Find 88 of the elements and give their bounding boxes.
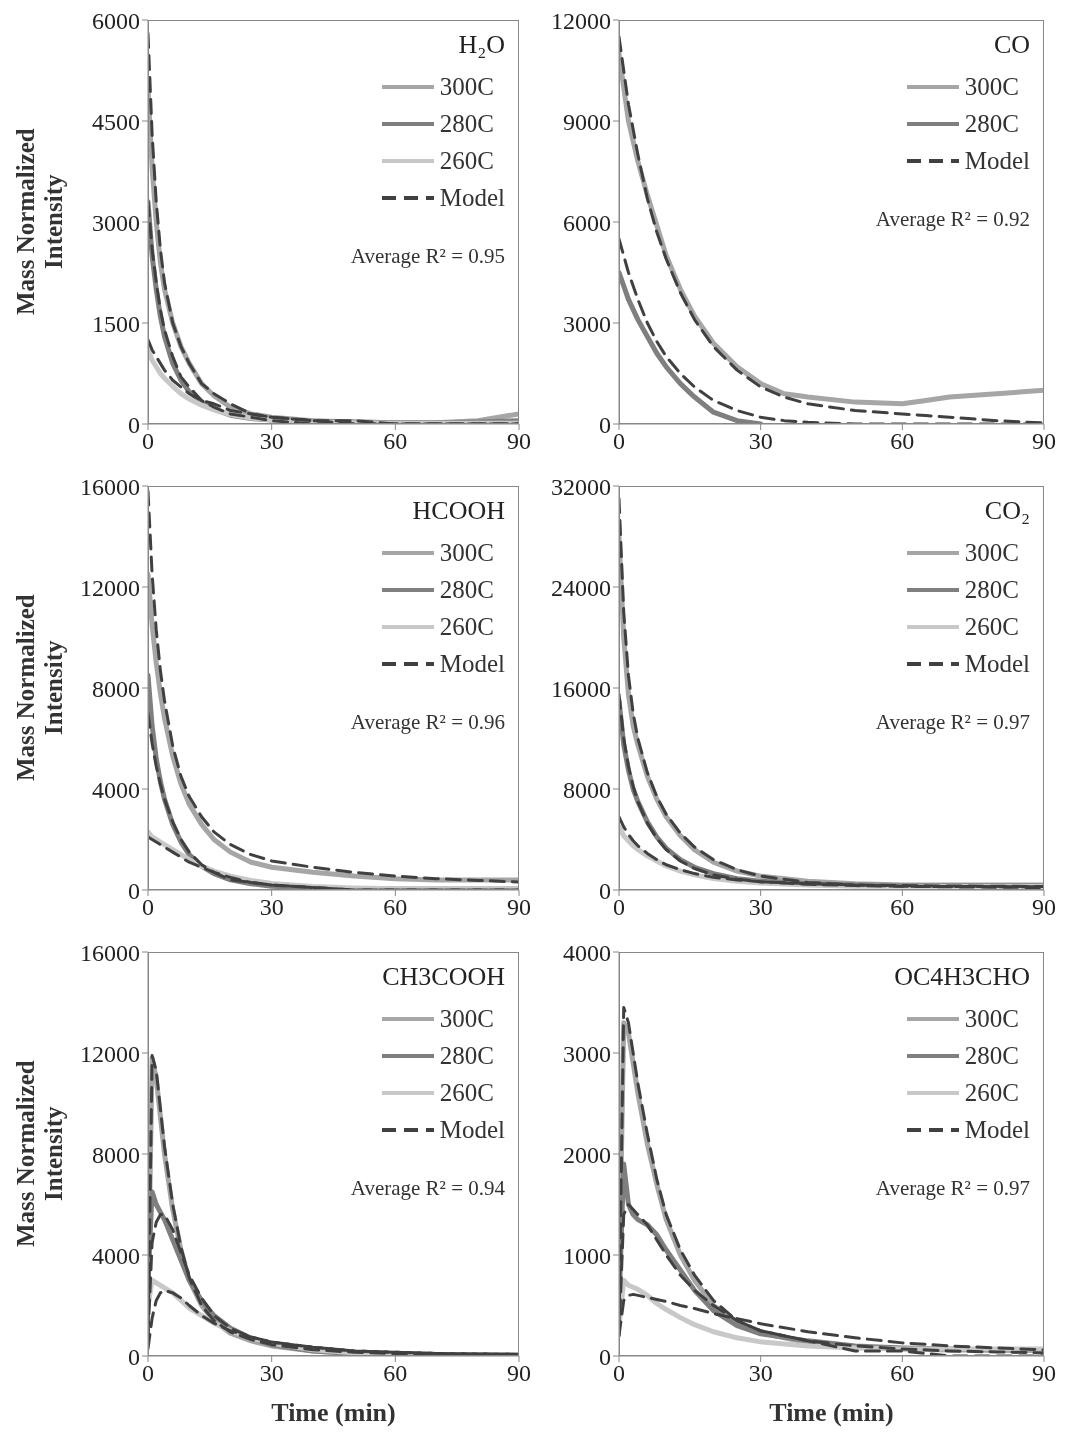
y-tick-label: 16000 <box>80 939 140 966</box>
y-tick-label: 8000 <box>92 675 140 702</box>
y-axis-title: Mass Normalized Intensity <box>11 1059 67 1250</box>
legend-label: 260C <box>439 612 494 642</box>
y-tick-label: 8000 <box>92 1141 140 1168</box>
annotation: Average R² = 0.97 <box>875 1176 1030 1201</box>
legend-label: 260C <box>439 146 494 176</box>
legend-label: Model <box>439 1115 505 1145</box>
x-tick-label: 90 <box>1032 428 1056 455</box>
y-tick-label: 8000 <box>563 776 611 803</box>
y-tick-label: 12000 <box>80 574 140 601</box>
legend-label: 280C <box>964 1041 1019 1071</box>
legend-label: 300C <box>964 72 1019 102</box>
x-tick-label: 30 <box>748 428 773 455</box>
legend-label: Model <box>964 146 1030 176</box>
y-tick-label: 0 <box>128 1343 140 1370</box>
chart-title: H₂O <box>458 30 505 60</box>
legend-label: 280C <box>439 1041 494 1071</box>
y-tick-label: 1000 <box>563 1242 611 1269</box>
legend-label: 300C <box>439 72 494 102</box>
legend-label: 280C <box>439 575 494 605</box>
y-axis-title: Mass Normalized Intensity <box>11 593 67 784</box>
x-tick-label: 60 <box>890 1360 915 1387</box>
legend-label: 300C <box>439 538 494 568</box>
y-tick-label: 4500 <box>92 108 140 135</box>
legend-label: 300C <box>439 1004 494 1034</box>
y-axis-title: Mass Normalized Intensity <box>11 127 67 318</box>
y-tick-label: 3000 <box>92 209 140 236</box>
y-tick-label: 6000 <box>563 209 611 236</box>
x-tick-label: 90 <box>507 1360 531 1387</box>
legend-label: 280C <box>964 575 1019 605</box>
y-tick-label: 4000 <box>92 776 140 803</box>
annotation: Average R² = 0.95 <box>350 244 505 269</box>
x-tick-label: 60 <box>383 1360 408 1387</box>
legend-label: 280C <box>964 109 1019 139</box>
annotation: Average R² = 0.92 <box>875 207 1030 232</box>
legend-label: 280C <box>439 109 494 139</box>
y-tick-label: 0 <box>599 411 611 438</box>
x-tick-label: 90 <box>1032 1360 1056 1387</box>
x-tick-label: 30 <box>259 1360 284 1387</box>
x-tick-label: 30 <box>748 1360 773 1387</box>
y-tick-label: 2000 <box>563 1141 611 1168</box>
y-tick-label: 4000 <box>92 1242 140 1269</box>
y-tick-label: 0 <box>128 411 140 438</box>
x-tick-label: 30 <box>748 894 773 921</box>
chart-title: CO₂ <box>984 496 1030 526</box>
y-tick-label: 0 <box>599 877 611 904</box>
x-tick-label: 60 <box>383 428 408 455</box>
y-tick-label: 4000 <box>563 939 611 966</box>
legend-label: Model <box>439 649 505 679</box>
y-tick-label: 24000 <box>551 574 611 601</box>
x-axis-title: Time (min) <box>768 1398 895 1428</box>
x-tick-label: 90 <box>507 894 531 921</box>
legend-label: Model <box>439 183 505 213</box>
legend-label: Model <box>964 649 1030 679</box>
legend-label: Model <box>964 1115 1030 1145</box>
legend-label: 260C <box>964 612 1019 642</box>
x-axis-title: Time (min) <box>270 1398 397 1428</box>
y-tick-label: 3000 <box>563 1040 611 1067</box>
y-tick-label: 0 <box>599 1343 611 1370</box>
chart-title: OC4H3CHO <box>894 962 1030 992</box>
chart-title: CH3COOH <box>382 962 505 992</box>
y-tick-label: 3000 <box>563 310 611 337</box>
x-tick-label: 90 <box>507 428 531 455</box>
annotation: Average R² = 0.94 <box>350 1176 505 1201</box>
annotation: Average R² = 0.97 <box>875 710 1030 735</box>
y-tick-label: 32000 <box>551 473 611 500</box>
x-tick-label: 30 <box>259 428 284 455</box>
chart-title: HCOOH <box>412 496 505 526</box>
legend-label: 300C <box>964 1004 1019 1034</box>
y-tick-label: 12000 <box>80 1040 140 1067</box>
y-tick-label: 6000 <box>92 7 140 34</box>
y-tick-label: 1500 <box>92 310 140 337</box>
legend-label: 260C <box>439 1078 494 1108</box>
x-tick-label: 60 <box>890 894 915 921</box>
chart-title: CO <box>993 30 1030 60</box>
y-tick-label: 12000 <box>551 7 611 34</box>
y-tick-label: 16000 <box>551 675 611 702</box>
x-tick-label: 60 <box>890 428 915 455</box>
annotation: Average R² = 0.96 <box>350 710 505 735</box>
y-tick-label: 9000 <box>563 108 611 135</box>
x-tick-label: 60 <box>383 894 408 921</box>
x-tick-label: 30 <box>259 894 284 921</box>
y-tick-label: 16000 <box>80 473 140 500</box>
legend-label: 300C <box>964 538 1019 568</box>
y-tick-label: 0 <box>128 877 140 904</box>
x-tick-label: 90 <box>1032 894 1056 921</box>
legend-label: 260C <box>964 1078 1019 1108</box>
